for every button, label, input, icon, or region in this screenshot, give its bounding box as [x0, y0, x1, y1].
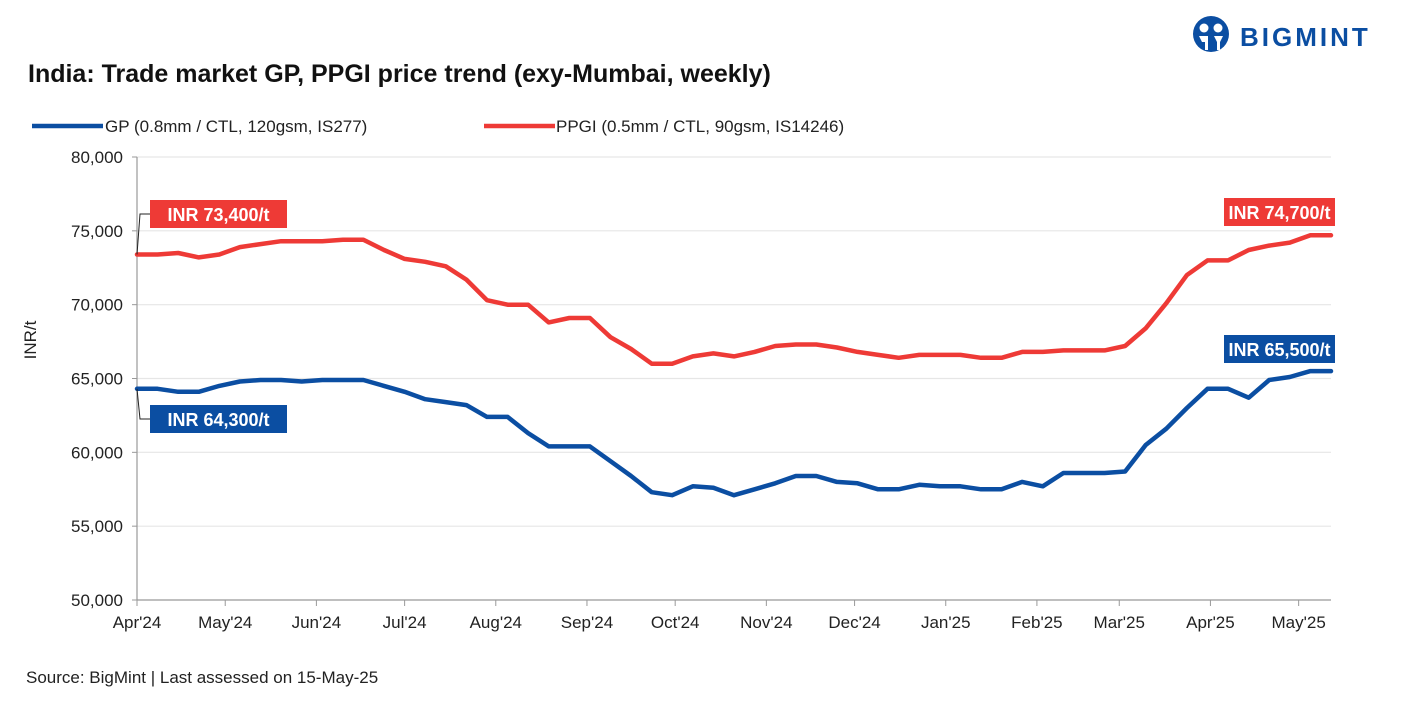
- x-tick-label: Feb'25: [1011, 613, 1062, 632]
- y-tick-label: 80,000: [71, 148, 123, 167]
- series-line-gp: [134, 368, 1334, 498]
- y-tick-label: 50,000: [71, 591, 123, 610]
- x-tick-label: Sep'24: [561, 613, 613, 632]
- logo-text: BIGMINT: [1240, 22, 1371, 52]
- logo-mark-icon: [1193, 16, 1229, 52]
- y-tick-label: 60,000: [71, 443, 123, 462]
- x-tick-label: Apr'25: [1186, 613, 1235, 632]
- x-tick-label: Mar'25: [1094, 613, 1145, 632]
- y-tick-label: 70,000: [71, 296, 123, 315]
- ppgi-start-label-box: [150, 200, 287, 228]
- ppgi-end-label-box: [1224, 198, 1335, 226]
- x-tick-label: May'25: [1272, 613, 1326, 632]
- gp-end-label-box: [1224, 335, 1335, 363]
- x-tick-label: Apr'24: [113, 613, 162, 632]
- leader-line: [136, 213, 150, 255]
- x-tick-label: Jun'24: [292, 613, 342, 632]
- legend-label-gp: GP (0.8mm / CTL, 120gsm, IS277): [105, 117, 367, 136]
- leader-line: [136, 388, 150, 420]
- y-axis-label: INR/t: [21, 320, 40, 359]
- x-tick-label: May'24: [198, 613, 252, 632]
- series-line-ppgi: [134, 233, 1334, 366]
- x-tick-label: Jan'25: [921, 613, 971, 632]
- legend: GP (0.8mm / CTL, 120gsm, IS277) PPGI (0.…: [32, 117, 844, 136]
- x-tick-label: Oct'24: [651, 613, 700, 632]
- gp-start-label-box: [150, 405, 287, 433]
- bigmint-logo: BIGMINT: [1193, 16, 1371, 52]
- ppgi-end-label: INR 74,700/t: [1228, 203, 1330, 223]
- gp-start-label: INR 64,300/t: [167, 410, 269, 430]
- source-note: Source: BigMint | Last assessed on 15-Ma…: [26, 668, 378, 687]
- chart-title: India: Trade market GP, PPGI price trend…: [28, 60, 771, 88]
- y-tick-label: 55,000: [71, 517, 123, 536]
- ppgi-start-label: INR 73,400/t: [167, 205, 269, 225]
- x-tick-label: Nov'24: [740, 613, 792, 632]
- x-tick-label: Dec'24: [828, 613, 880, 632]
- gp-end-label: INR 65,500/t: [1228, 340, 1330, 360]
- legend-label-ppgi: PPGI (0.5mm / CTL, 90gsm, IS14246): [556, 117, 844, 136]
- x-tick-label: Aug'24: [470, 613, 522, 632]
- y-tick-label: 65,000: [71, 370, 123, 389]
- x-tick-label: Jul'24: [383, 613, 427, 632]
- y-tick-label: 75,000: [71, 222, 123, 241]
